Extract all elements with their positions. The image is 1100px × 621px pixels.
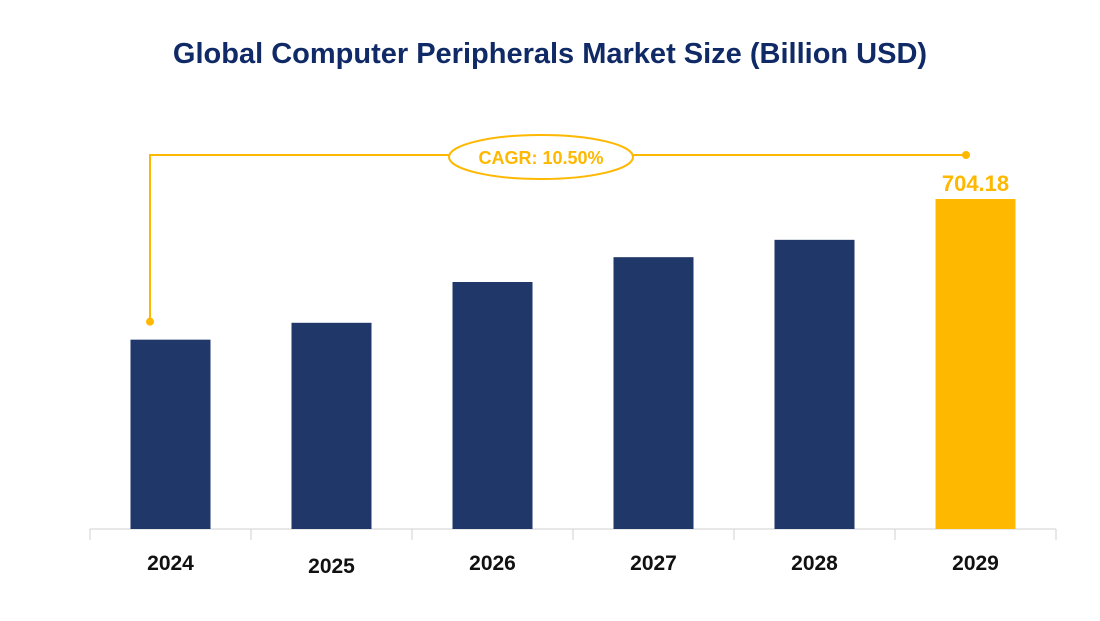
x-tick-label-2027: 2027 — [630, 552, 677, 575]
bar-2028 — [774, 239, 855, 529]
x-tick-label-2028: 2028 — [791, 552, 838, 575]
cagr-connector-line — [149, 154, 966, 322]
bar-2029 — [935, 198, 1016, 529]
bar-2025 — [291, 322, 372, 529]
chart-title: Global Computer Peripherals Market Size … — [172, 38, 928, 70]
x-tick-label-2025: 2025 — [308, 555, 355, 578]
cagr-end-dot — [962, 151, 970, 159]
x-tick-label-2029: 2029 — [952, 552, 999, 575]
cagr-start-dot — [146, 317, 154, 326]
cagr-label: CAGR: 10.50% — [478, 148, 603, 168]
bar-2027 — [613, 257, 694, 529]
x-tick-label-2024: 2024 — [147, 552, 194, 575]
x-tick-label-2026: 2026 — [469, 552, 516, 575]
bar-2026 — [452, 282, 533, 529]
data-label-2029: 704.18 — [942, 171, 1009, 196]
cagr-ellipse — [448, 134, 634, 180]
bar-2024 — [130, 339, 211, 529]
